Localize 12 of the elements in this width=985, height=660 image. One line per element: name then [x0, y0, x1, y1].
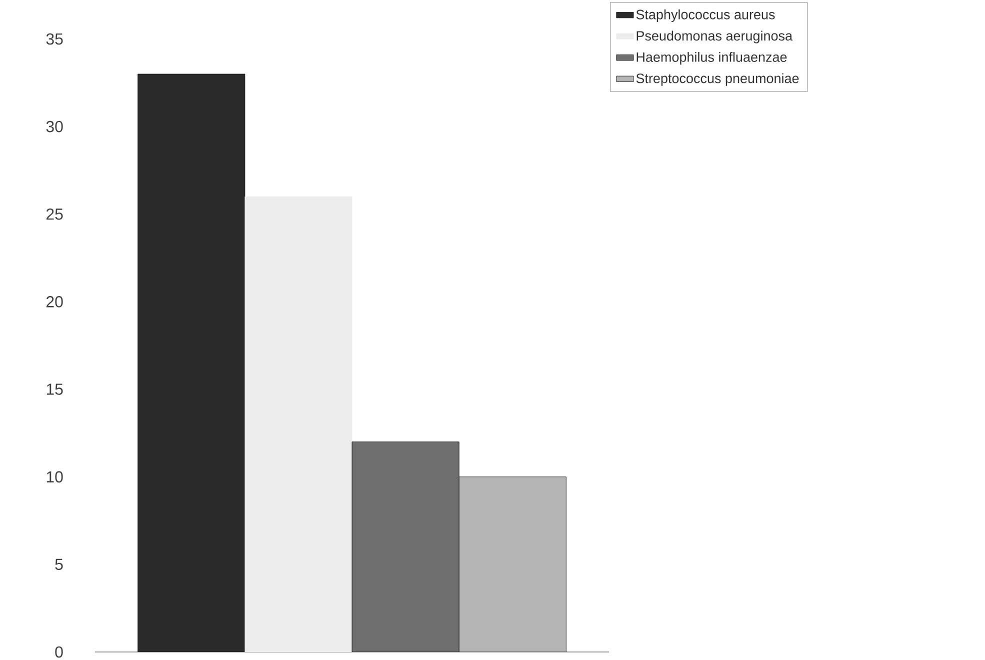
- y-tick-label: 25: [46, 208, 63, 220]
- y-tick-label: 35: [46, 33, 63, 45]
- y-tick-label: 0: [55, 646, 63, 658]
- y-tick-label: 30: [46, 120, 63, 132]
- legend-label: Streptococcus pneumoniae: [636, 73, 799, 86]
- legend-label: Staphylococcus aureus: [636, 9, 775, 22]
- y-tick-label: 5: [55, 558, 63, 570]
- y-tick-label: 10: [46, 471, 63, 483]
- legend-label: Haemophilus influaenzae: [636, 52, 787, 65]
- y-tick-label: 20: [46, 296, 63, 308]
- y-tick-label: 15: [46, 384, 63, 395]
- legend-label: Pseudomonas aeruginosa: [636, 30, 793, 44]
